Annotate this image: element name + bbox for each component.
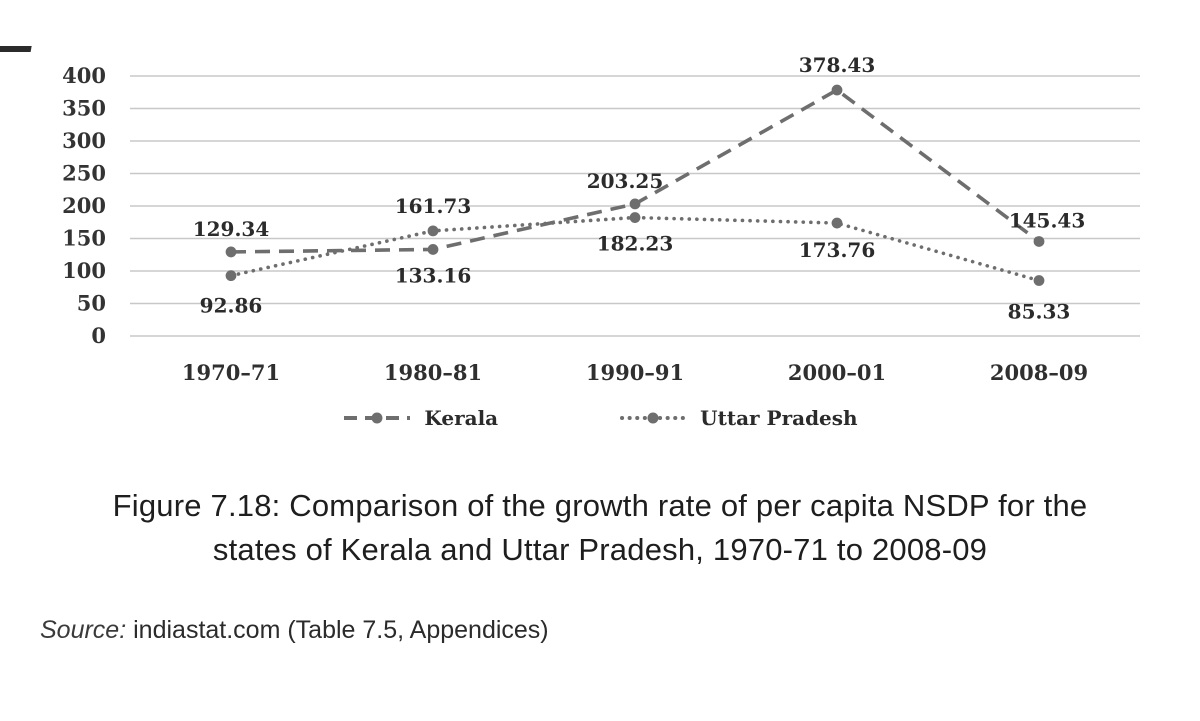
svg-text:129.34: 129.34 <box>193 217 270 241</box>
svg-text:145.43: 145.43 <box>1009 208 1086 232</box>
kerala-dashed-line-icon <box>344 412 411 424</box>
chart-legend: Kerala Uttar Pradesh <box>30 406 1170 430</box>
svg-text:85.33: 85.33 <box>1008 300 1071 324</box>
svg-text:2000–01: 2000–01 <box>788 360 886 385</box>
svg-text:203.25: 203.25 <box>587 169 664 193</box>
line-chart-canvas: 0 50 100 150 200 250 300 350 400 1970–71 1980–81 19… <box>62 53 1140 385</box>
svg-text:200: 200 <box>62 193 106 218</box>
svg-text:378.43: 378.43 <box>799 53 876 77</box>
svg-text:0: 0 <box>91 323 106 348</box>
figure-caption: Figure 7.18: Comparison of the growth ra… <box>112 488 1088 568</box>
svg-text:173.76: 173.76 <box>799 238 876 262</box>
svg-text:133.16: 133.16 <box>395 263 472 287</box>
svg-text:1970–71: 1970–71 <box>182 360 280 385</box>
legend-label-uttar-pradesh: Uttar Pradesh <box>700 406 858 430</box>
svg-text:100: 100 <box>62 258 106 283</box>
legend-label-kerala: Kerala <box>424 406 499 430</box>
svg-text:161.73: 161.73 <box>395 194 472 218</box>
source-label: Source: <box>40 616 127 645</box>
svg-text:92.86: 92.86 <box>200 294 263 318</box>
svg-text:350: 350 <box>62 96 106 121</box>
svg-text:1980–81: 1980–81 <box>384 360 482 385</box>
figure-page: 0 50 100 150 200 250 300 350 400 1970–71 1980–81 19… <box>0 46 1200 721</box>
svg-text:182.23: 182.23 <box>597 232 674 256</box>
legend-item-uttar-pradesh: Uttar Pradesh <box>618 406 858 430</box>
svg-text:400: 400 <box>62 63 106 88</box>
svg-text:50: 50 <box>77 291 106 316</box>
page-corner-artifact <box>0 46 56 52</box>
svg-text:250: 250 <box>62 161 106 186</box>
svg-text:1990–91: 1990–91 <box>586 360 684 385</box>
svg-text:150: 150 <box>62 226 106 251</box>
svg-text:2008–09: 2008–09 <box>990 360 1088 385</box>
line-chart: 0 50 100 150 200 250 300 350 400 1970–71 1980–81 19… <box>30 46 1170 396</box>
uttar-pradesh-dotted-line-icon <box>620 412 687 424</box>
legend-item-kerala: Kerala <box>342 406 498 430</box>
source-line: Source: indiastat.com (Table 7.5, Append… <box>40 616 1200 645</box>
svg-text:300: 300 <box>62 128 106 153</box>
source-text: indiastat.com (Table 7.5, Appendices) <box>126 616 549 645</box>
